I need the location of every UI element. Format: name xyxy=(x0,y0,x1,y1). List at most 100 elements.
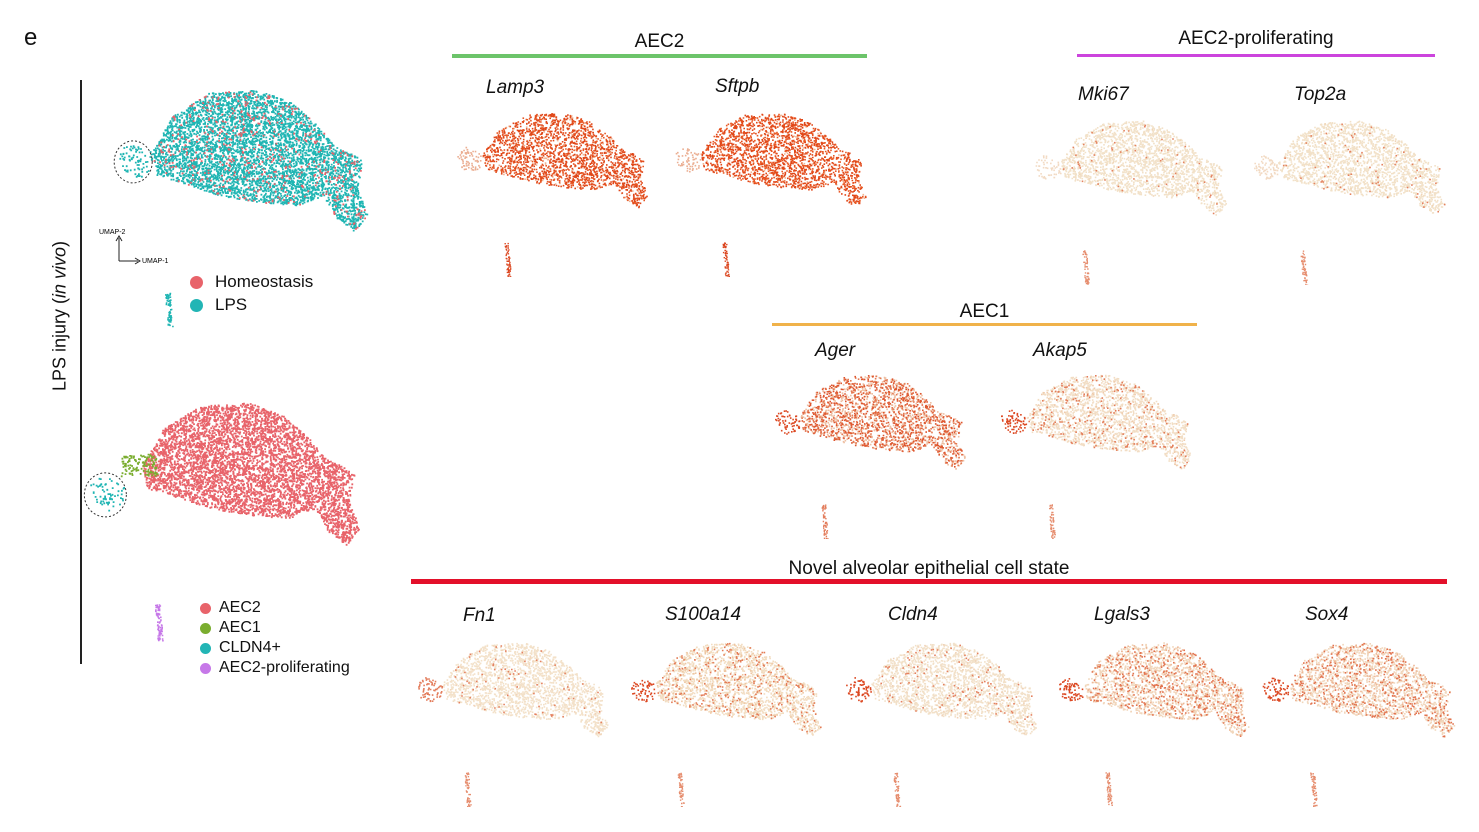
cells-low xyxy=(1026,374,1191,469)
umap-condition xyxy=(113,90,369,328)
cells-lps xyxy=(152,90,369,232)
cells-tail xyxy=(1300,250,1309,285)
cells-tail xyxy=(1105,772,1113,806)
cells-high xyxy=(1028,375,1189,469)
gene-label-s100a14: S100a14 xyxy=(665,604,742,625)
gene-label-mki67: Mki67 xyxy=(1078,84,1129,105)
side-label-suffix: ) xyxy=(49,240,70,247)
feature-plot-akap5 xyxy=(1001,374,1191,539)
cldn4-highlight-circle xyxy=(113,140,153,184)
cells-hook xyxy=(775,410,801,435)
legend-item-homeostasis: Homeostasis xyxy=(190,272,313,292)
side-label-italic: in vivo xyxy=(49,246,70,298)
cells-hook xyxy=(1001,409,1028,434)
gene-label-sftpb: Sftpb xyxy=(715,76,760,97)
cells-hook xyxy=(631,679,656,703)
legend-item-cldn4: CLDN4+ xyxy=(200,639,350,657)
cells-hook xyxy=(418,677,443,703)
feature-plot-cldn4 xyxy=(846,642,1037,807)
group-bar-novel-state xyxy=(411,579,1447,584)
feature-plot-s100a14 xyxy=(631,642,822,807)
legend-dot-aec2 xyxy=(200,602,211,614)
group-bar-aec1 xyxy=(772,323,1197,326)
feature-plot-fn1 xyxy=(418,642,609,807)
feature-plot-lamp3 xyxy=(457,113,648,277)
legend-label: AEC1 xyxy=(219,619,261,636)
cells-tail xyxy=(464,772,472,807)
cells-low xyxy=(800,375,966,470)
gene-label-sox4: Sox4 xyxy=(1305,604,1349,625)
gene-label-fn1: Fn1 xyxy=(463,605,496,626)
cells-hook xyxy=(846,677,872,703)
feature-plot-lgals3 xyxy=(1059,642,1250,806)
feature-plot-ager xyxy=(775,375,966,539)
legend-label: AEC2 xyxy=(219,599,261,616)
umap2-label: UMAP-2 xyxy=(99,229,126,236)
side-label: LPS injury (in vivo) xyxy=(50,241,71,391)
cells-hook xyxy=(675,148,702,173)
cells-aec2 xyxy=(142,402,360,546)
cells-tail xyxy=(821,504,829,539)
group-title-novel-state: Novel alveolar epithelial cell state xyxy=(788,558,1070,579)
cells-low xyxy=(1084,642,1250,736)
side-label-prefix: LPS injury ( xyxy=(49,297,70,392)
group-bar-aec2 xyxy=(452,54,867,58)
gene-label-akap5: Akap5 xyxy=(1033,340,1087,361)
gene-label-top2a: Top2a xyxy=(1294,84,1347,105)
cells-hook xyxy=(1262,677,1290,702)
legend-dot-homeostasis xyxy=(190,275,203,289)
group-bar-aec2-proliferating xyxy=(1077,54,1435,57)
celltype-legend: AEC2 AEC1 CLDN4+ AEC2-proliferating xyxy=(200,599,350,677)
legend-item-aec2-proliferating: AEC2-proliferating xyxy=(200,659,350,677)
feature-plot-sftpb xyxy=(675,113,867,277)
legend-dot-cldn4 xyxy=(200,642,211,654)
cells-mid xyxy=(447,645,602,736)
cells-hook xyxy=(1035,155,1062,180)
cells-tail xyxy=(1049,504,1056,539)
cells-high xyxy=(701,113,867,205)
cells-hook xyxy=(119,145,154,178)
cells-hook xyxy=(1254,155,1280,180)
cells-tail xyxy=(893,772,902,807)
group-title-aec1: AEC1 xyxy=(959,301,1010,322)
legend-item-aec1: AEC1 xyxy=(200,619,350,637)
legend-label: LPS xyxy=(215,295,248,314)
cells-hook xyxy=(457,146,482,171)
cells-low xyxy=(1061,120,1227,216)
cells-aec1 xyxy=(120,453,159,478)
cells-low xyxy=(1290,643,1456,735)
umap-axes-indicator: UMAP-2 UMAP-1 xyxy=(99,229,169,265)
legend-label: Homeostasis xyxy=(215,272,314,291)
cells-high xyxy=(1282,123,1446,213)
panel-divider-line xyxy=(80,80,82,664)
umap-celltype xyxy=(83,402,360,642)
feature-plot-sox4 xyxy=(1262,642,1456,807)
cells-homeostasis xyxy=(153,91,366,230)
cells-hook xyxy=(1059,678,1084,702)
umap1-label: UMAP-1 xyxy=(142,258,169,265)
cells-high xyxy=(1291,642,1454,738)
cells-high xyxy=(657,642,822,733)
gene-label-lamp3: Lamp3 xyxy=(486,77,545,98)
gene-label-ager: Ager xyxy=(815,340,856,361)
cells-aec2-proliferating xyxy=(155,604,164,642)
legend-label: CLDN4+ xyxy=(219,639,281,656)
cells-tail xyxy=(504,242,512,277)
cells-high xyxy=(801,375,963,468)
cells-mid xyxy=(1292,643,1451,738)
feature-plot-mki67 xyxy=(1035,120,1227,285)
cldn4-highlight-circle xyxy=(83,472,127,518)
cells-high xyxy=(482,113,648,209)
legend-item-aec2: AEC2 xyxy=(200,599,350,617)
cells-mid xyxy=(801,375,963,467)
legend-label: AEC2-proliferating xyxy=(219,659,350,676)
cells-low xyxy=(442,642,609,738)
cells-low xyxy=(1278,120,1445,214)
legend-dot-aec2-proliferating xyxy=(200,662,211,674)
gene-label-lgals3: Lgals3 xyxy=(1094,604,1150,625)
group-title-aec2-proliferating: AEC2-proliferating xyxy=(1178,28,1334,49)
legend-dot-aec1 xyxy=(200,622,211,634)
cells-tail xyxy=(165,292,174,328)
cells-low xyxy=(871,642,1037,736)
condition-legend: Homeostasis LPS xyxy=(190,272,313,315)
